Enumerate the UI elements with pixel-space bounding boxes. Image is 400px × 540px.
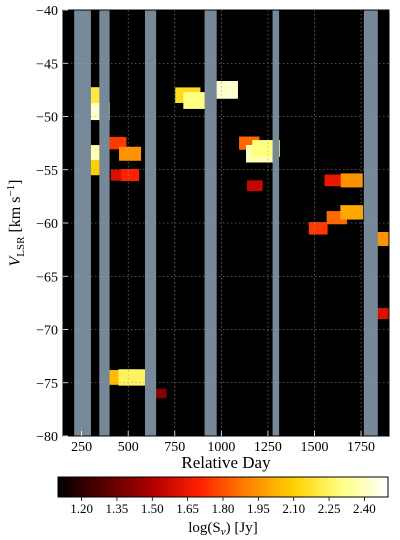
y-axis-ticks: −40 −45 −50 −55 −60 −65 −70 −75 −80 (36, 4, 68, 445)
emission-feature-14 (247, 180, 263, 192)
colorbar-label: log(Sν) [Jy] (188, 520, 257, 538)
emission-feature-16 (324, 174, 342, 187)
x-tick-label-2: 750 (164, 440, 185, 455)
colorbar-label-subscript: ν (221, 526, 226, 538)
x-tick-label-4: 1250 (254, 440, 282, 455)
colorbar-tick-label-1: 1.35 (106, 501, 129, 516)
colorbar-ticks: 1.20 1.35 1.50 1.65 1.80 1.95 2.10 2.25 2.40 (70, 497, 376, 516)
emission-feature-20 (374, 231, 389, 246)
colorbar-tick-label-4: 1.80 (212, 501, 235, 516)
colorbar-tick-label-6: 2.10 (282, 501, 305, 516)
emission-feature-7 (121, 169, 140, 182)
y-tick-label-5: −65 (36, 270, 58, 285)
emission-feature-4 (107, 136, 127, 150)
y-tick-label-4: −60 (36, 217, 58, 232)
y-tick-label-8: −80 (36, 430, 58, 445)
emission-feature-21 (375, 307, 389, 320)
y-tick-label-6: −70 (36, 324, 58, 339)
emission-feature-19 (340, 205, 364, 220)
colorbar-tick-label-2: 1.50 (141, 501, 164, 516)
colorbar-label-unit: ) [Jy] (226, 520, 258, 536)
emission-feature-5 (110, 169, 128, 181)
x-tick-label-0: 250 (71, 440, 92, 455)
y-axis-label-unit-exponent: −1 (5, 185, 17, 197)
x-tick-label-1: 500 (118, 440, 139, 455)
x-axis-label: Relative Day (181, 453, 271, 472)
emission-feature-24 (153, 388, 167, 399)
colorbar-tick-label-8: 2.40 (353, 501, 376, 516)
y-tick-label-7: −75 (36, 377, 58, 392)
y-axis-label: VLSR [km s−1] (5, 179, 27, 266)
emission-feature-17 (340, 173, 363, 188)
emission-feature-23 (118, 369, 146, 386)
observation-gap-0 (74, 10, 91, 436)
colorbar-tick-label-3: 1.65 (176, 501, 199, 516)
y-axis-label-unit-close: ] (7, 179, 24, 184)
x-tick-label-6: 1750 (347, 440, 375, 455)
colorbar-tick-label-5: 1.95 (247, 501, 270, 516)
x-tick-label-3: 1000 (207, 440, 235, 455)
y-tick-label-1: −45 (36, 57, 58, 72)
y-tick-label-3: −55 (36, 164, 58, 179)
emission-feature-15 (308, 222, 328, 235)
y-axis-label-subscript: LSR (15, 236, 27, 257)
colorbar-label-main: log(S (188, 520, 221, 536)
observation-gap-2 (144, 10, 157, 436)
x-axis-ticks: 250 500 750 1000 1250 1500 1750 (71, 431, 375, 455)
colorbar-tick-label-0: 1.20 (70, 501, 93, 516)
y-tick-label-0: −40 (36, 4, 58, 19)
emission-feature-6 (119, 146, 142, 161)
colorbar-tick-label-7: 2.25 (318, 501, 341, 516)
grid-lines (63, 9, 389, 437)
y-axis-label-unit: [km s (7, 197, 24, 237)
colorbar (57, 476, 389, 498)
x-tick-label-5: 1500 (300, 440, 328, 455)
emission-feature-9 (183, 92, 211, 109)
y-tick-label-2: −50 (36, 111, 58, 126)
observation-gap-3 (204, 10, 217, 436)
y-axis-label-symbol: V (7, 255, 24, 267)
